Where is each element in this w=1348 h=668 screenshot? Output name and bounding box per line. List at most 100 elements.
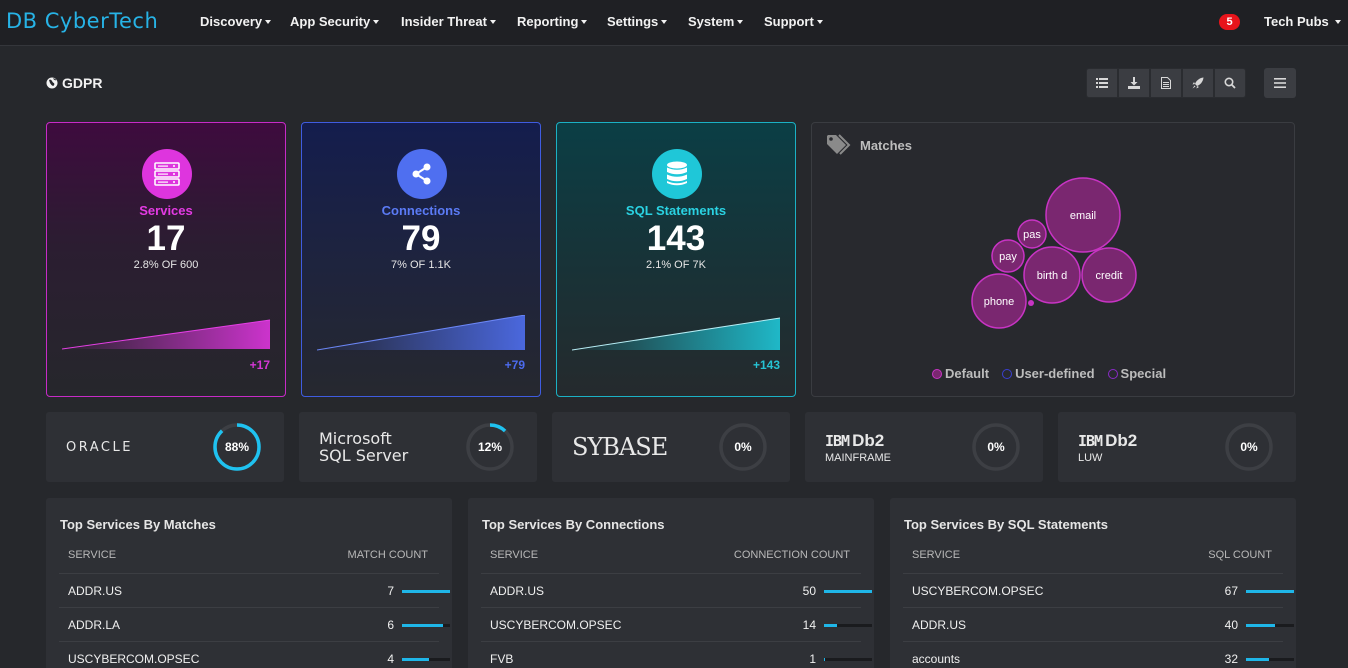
panel-title: Top Services By SQL Statements — [904, 517, 1108, 532]
column-header-count[interactable]: CONNECTION COUNT — [733, 549, 850, 561]
nav-discovery[interactable]: Discovery — [200, 14, 272, 29]
db-tile-mssql[interactable]: Microsoft SQL Server 12% — [299, 412, 537, 482]
count-value: 32 — [1224, 652, 1238, 666]
connections-card[interactable]: Connections 79 7% OF 1.1K +79 — [301, 122, 541, 397]
launch-button[interactable] — [1182, 68, 1214, 98]
db2-mainframe-logo: IBM Db2 MAINFRAME — [825, 430, 891, 464]
matches-bubble-chart: email pas pay birth d credit phone — [971, 177, 1137, 329]
count-bar — [824, 624, 872, 627]
caret-down-icon — [373, 20, 380, 24]
list-view-button[interactable] — [1086, 68, 1118, 98]
count-bar — [1246, 624, 1294, 627]
table-row[interactable]: ADDR.US 50 — [481, 573, 872, 607]
sql-statements-card[interactable]: SQL Statements 143 2.1% OF 7K +143 — [556, 122, 796, 397]
column-header-count[interactable]: SQL COUNT — [1208, 549, 1272, 561]
db2-mainframe-ring: 0% — [972, 423, 1020, 471]
bubble-pay[interactable]: pay — [991, 239, 1025, 273]
caret-down-icon — [265, 20, 272, 24]
caret-down-icon — [816, 20, 823, 24]
table-row[interactable]: USCYBERCOM.OPSEC 14 — [481, 607, 872, 641]
nav-label: Settings — [607, 14, 659, 29]
bubble-credit[interactable]: credit — [1081, 247, 1137, 303]
page-toolbar — [1086, 68, 1246, 98]
column-header-service[interactable]: SERVICE — [68, 549, 117, 561]
notification-badge[interactable]: 5 — [1219, 14, 1240, 30]
count-bar — [402, 624, 450, 627]
table-row[interactable]: ADDR.LA 6 — [59, 607, 450, 641]
matches-panel: Matches email pas pay birth d credit pho… — [811, 122, 1295, 397]
database-icon — [667, 161, 687, 186]
bubble-birth-d[interactable]: birth d — [1023, 246, 1081, 304]
service-name: USCYBERCOM.OPSEC — [490, 618, 622, 632]
table-row[interactable]: FVB 1 — [481, 641, 872, 668]
services-label: Services — [139, 203, 193, 218]
legend-default[interactable]: Default — [932, 366, 989, 381]
column-header-service[interactable]: SERVICE — [912, 549, 961, 561]
hamburger-menu-icon — [1274, 78, 1286, 88]
count-value: 67 — [1224, 584, 1238, 598]
table-header: SERVICE SQL COUNT — [890, 549, 1296, 573]
user-menu[interactable]: Tech Pubs — [1264, 14, 1341, 29]
count-value: 4 — [387, 652, 394, 666]
column-header-count[interactable]: MATCH COUNT — [347, 549, 428, 561]
legend-dot-default — [932, 368, 942, 379]
count-value: 1 — [809, 652, 816, 666]
count-bar — [402, 590, 450, 593]
nav-label: Discovery — [200, 14, 263, 29]
document-button[interactable] — [1150, 68, 1182, 98]
bubble-small[interactable] — [1028, 300, 1034, 306]
nav-support[interactable]: Support — [764, 14, 823, 29]
table-row[interactable]: USCYBERCOM.OPSEC 4 — [59, 641, 450, 668]
svg-text:birth d: birth d — [1037, 270, 1068, 282]
db-tile-oracle[interactable]: ORACLE 88% — [46, 412, 284, 482]
svg-text:0%: 0% — [1240, 440, 1258, 454]
count-bar — [824, 658, 872, 661]
search-button[interactable] — [1214, 68, 1246, 98]
nav-insider-threat[interactable]: Insider Threat — [401, 14, 496, 29]
page-title-text: GDPR — [62, 75, 103, 91]
top-services-by-connections-panel: Top Services By Connections SERVICE CONN… — [468, 498, 874, 668]
top-services-by-sql-statements-panel: Top Services By SQL Statements SERVICE S… — [890, 498, 1296, 668]
count-bar-fill — [824, 590, 872, 593]
mssql-ring: 12% — [466, 423, 514, 471]
count-bar-fill — [1246, 590, 1294, 593]
db-tile-db2-luw[interactable]: IBM Db2 LUW 0% — [1058, 412, 1296, 482]
caret-down-icon — [489, 20, 496, 24]
services-card[interactable]: Services 17 2.8% OF 600 +17 — [46, 122, 286, 397]
nav-reporting[interactable]: Reporting — [517, 14, 588, 29]
nav-label: Insider Threat — [401, 14, 487, 29]
tags-icon — [827, 134, 851, 155]
bubble-email[interactable]: email — [1045, 177, 1121, 253]
search-icon — [1224, 77, 1236, 89]
bubble-phone[interactable]: phone — [971, 273, 1027, 329]
nav-settings[interactable]: Settings — [607, 14, 668, 29]
legend-special[interactable]: Special — [1107, 366, 1166, 381]
table-row[interactable]: USCYBERCOM.OPSEC 67 — [903, 573, 1294, 607]
download-button[interactable] — [1118, 68, 1150, 98]
connections-label: Connections — [381, 203, 461, 218]
legend-user-defined[interactable]: User-defined — [1002, 366, 1095, 381]
nav-system[interactable]: System — [688, 14, 744, 29]
table-row[interactable]: accounts 32 — [903, 641, 1294, 668]
count-value: 6 — [387, 618, 394, 632]
db-tile-db2-mainframe[interactable]: IBM Db2 MAINFRAME 0% — [805, 412, 1043, 482]
bubble-pas[interactable]: pas — [1017, 219, 1047, 249]
services-delta: +17 — [249, 358, 270, 372]
connections-subtext: 7% OF 1.1K — [391, 259, 451, 271]
service-name: ADDR.US — [912, 618, 967, 632]
count-value: 7 — [387, 584, 394, 598]
column-header-service[interactable]: SERVICE — [490, 549, 539, 561]
svg-text:88%: 88% — [225, 440, 249, 454]
services-value: 17 — [146, 219, 186, 258]
count-bar-fill — [1246, 658, 1270, 661]
table-row[interactable]: ADDR.US 40 — [903, 607, 1294, 641]
table-row[interactable]: ADDR.US 7 — [59, 573, 450, 607]
nav-app-security[interactable]: App Security — [290, 14, 380, 29]
app-logo[interactable]: DB CyberTech — [6, 9, 159, 33]
service-name: ADDR.LA — [68, 618, 121, 632]
db-tile-sybase[interactable]: SYBASE 0% — [552, 412, 790, 482]
service-name: ADDR.US — [68, 584, 123, 598]
count-bar — [1246, 658, 1294, 661]
more-menu-button[interactable] — [1264, 68, 1296, 98]
svg-text:0%: 0% — [987, 440, 1005, 454]
